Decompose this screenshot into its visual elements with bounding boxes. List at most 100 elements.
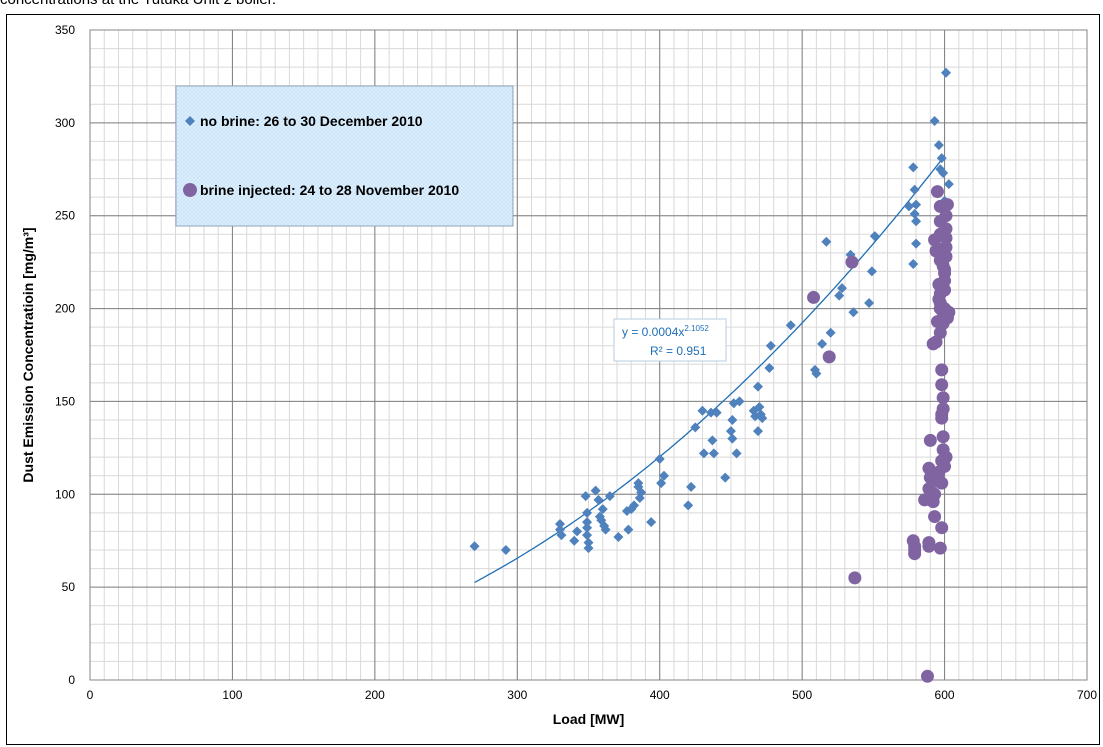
data-point-diamond [697,405,708,416]
y-tick-label: 0 [68,673,75,687]
data-point-diamond [757,413,768,424]
chart-frame: 0 100 200 300 400 500 600 700 0 50 100 150 200 250 30… [6,14,1100,745]
data-point-circle [939,222,953,236]
x-tick-label: 100 [222,688,242,702]
x-tick-label: 200 [365,688,385,702]
data-point-diamond [683,500,694,511]
data-point-diamond [646,517,657,528]
data-point-diamond [658,470,669,481]
data-point-diamond [908,259,919,269]
data-point-diamond [654,454,665,464]
data-point-circle [922,539,936,553]
data-point-circle [933,541,947,555]
data-point-diamond [593,494,604,505]
data-point-diamond [837,283,848,294]
data-point-diamond [940,67,951,78]
data-point-diamond [690,422,701,433]
trendline-equation: y = 0.0004x2.1052 [622,324,709,339]
data-point-circle [935,378,949,392]
x-tick-label: 400 [650,688,670,702]
x-tick-label: 600 [935,688,955,702]
data-point-circle [923,433,937,447]
data-point-circle [939,209,953,223]
data-point-diamond [556,530,567,541]
y-tick-label: 350 [55,23,75,37]
legend-diamond-marker [185,116,195,126]
data-point-circle [939,231,953,245]
data-point-circle [940,198,954,212]
data-point-diamond [866,266,877,277]
x-tick-label: 700 [1077,688,1097,702]
data-point-diamond [582,522,593,533]
data-point-circle [936,430,950,444]
data-point-diamond [727,433,738,444]
data-point-diamond [845,249,856,260]
trendline-r2: R² = 0.951 [650,344,707,358]
legend: no brine: 26 to 30 December 2010 brine i… [175,85,514,227]
data-point-diamond [613,532,624,542]
data-point-diamond [821,236,832,247]
data-point-diamond [582,517,593,528]
data-point-diamond [583,537,594,548]
data-point-diamond [848,307,859,318]
data-point-diamond [752,381,763,392]
data-point-circle [935,363,949,377]
data-point-circle [938,302,952,316]
data-point-diamond [785,320,796,331]
y-tick-label: 300 [55,116,75,130]
data-point-diamond [911,216,922,227]
data-point-diamond [909,208,920,219]
legend-label-no-brine: no brine: 26 to 30 December 2010 [200,113,423,129]
data-point-circle [935,521,949,535]
data-point-diamond [825,327,836,338]
data-point-circle [936,391,950,405]
x-axis-label: Load [MW] [553,711,625,727]
data-point-circle [932,242,946,256]
data-point-circle [935,411,949,425]
data-point-circle [938,283,952,297]
data-point-diamond [500,545,511,555]
data-point-circle [935,476,949,490]
data-point-diamond [903,201,914,212]
trendline-label: y = 0.0004x2.1052 R² = 0.951 [613,318,727,362]
data-point-diamond [583,543,594,554]
data-point-diamond [752,426,763,437]
x-tick-label: 500 [792,688,812,702]
data-point-circle [845,255,859,269]
y-tick-label: 100 [55,487,75,501]
data-point-diamond [590,485,601,496]
data-point-diamond [734,396,745,407]
legend-circle-marker [183,183,197,197]
data-point-diamond [731,448,742,459]
data-point-diamond [600,524,611,535]
x-tick-label: 0 [87,688,94,702]
data-point-circle [908,547,922,561]
data-point-diamond [834,290,845,301]
y-tick-labels: 0 50 100 150 200 250 300 350 [55,23,75,687]
data-point-diamond [725,426,736,437]
data-point-diamond [911,238,922,249]
data-point-diamond [911,199,922,210]
data-point-diamond [582,530,593,541]
data-point-diamond [707,435,718,446]
data-point-diamond [555,519,566,529]
data-point-circle [920,669,934,683]
data-point-diamond [933,140,944,151]
data-point-diamond [936,153,947,164]
y-axis-label: Dust Emission Concentratioin [mg/m³] [20,227,36,482]
data-point-circle [928,510,942,524]
data-point-diamond [764,363,775,373]
data-point-diamond [572,526,583,537]
data-point-circle [807,290,821,304]
data-point-diamond [580,491,591,502]
data-point-diamond [711,407,722,418]
data-point-diamond [656,478,667,489]
legend-box [175,85,514,227]
data-point-diamond [705,407,716,418]
data-point-circle [936,259,950,273]
trendline-label-box [613,318,727,362]
data-point-diamond [469,541,480,552]
data-point-diamond [569,535,580,546]
data-point-diamond [636,487,647,498]
data-point-diamond [686,481,697,492]
